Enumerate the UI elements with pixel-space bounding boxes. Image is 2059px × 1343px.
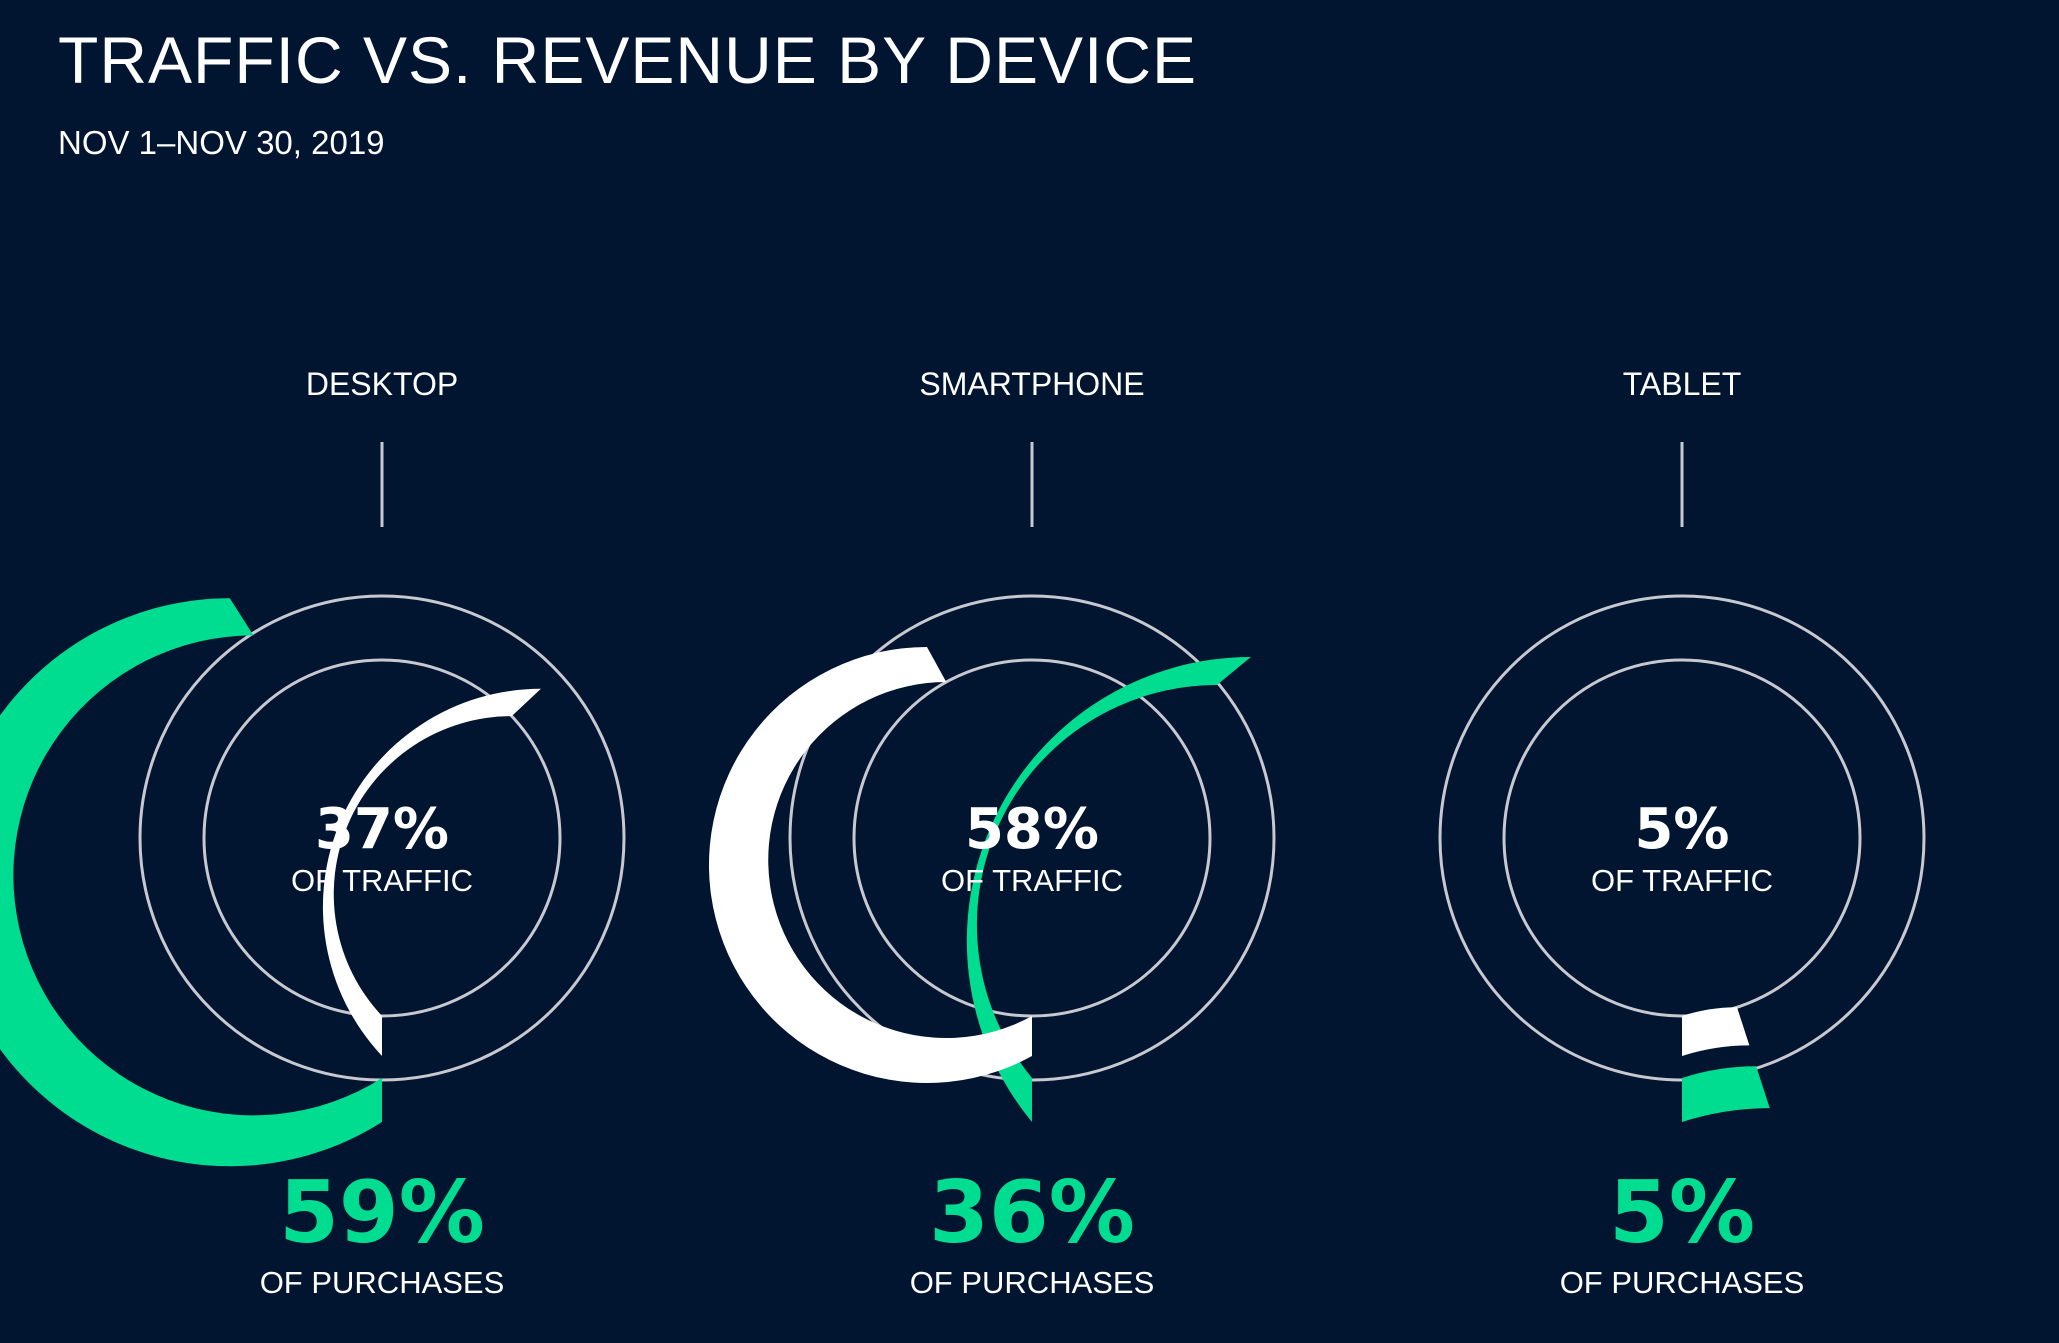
traffic-value-smartphone: 58% [965, 797, 1099, 862]
purchases-arc-tablet [1682, 1066, 1770, 1122]
traffic-caption-desktop: OF TRAFFIC [291, 863, 473, 898]
date-range: NOV 1–NOV 30, 2019 [58, 124, 385, 161]
purchases-arc-desktop [0, 598, 382, 1167]
purchases-value-smartphone: 36% [929, 1163, 1135, 1263]
traffic-arc-tablet [1682, 1007, 1750, 1056]
device-label-smartphone: SMARTPHONE [919, 366, 1144, 402]
purchases-value-tablet: 5% [1609, 1163, 1755, 1263]
traffic-arc-smartphone [708, 646, 1032, 1083]
purchases-value-desktop: 59% [279, 1163, 485, 1263]
device-label-desktop: DESKTOP [306, 366, 458, 402]
device-label-tablet: TABLET [1623, 366, 1742, 402]
traffic-value-tablet: 5% [1634, 797, 1729, 862]
purchases-caption-smartphone: OF PURCHASES [910, 1265, 1155, 1300]
page-title: TRAFFIC VS. REVENUE BY DEVICE [58, 23, 1198, 97]
traffic-caption-smartphone: OF TRAFFIC [941, 863, 1123, 898]
purchases-caption-desktop: OF PURCHASES [260, 1265, 505, 1300]
traffic-value-desktop: 37% [315, 797, 449, 862]
purchases-caption-tablet: OF PURCHASES [1560, 1265, 1805, 1300]
traffic-caption-tablet: OF TRAFFIC [1591, 863, 1773, 898]
